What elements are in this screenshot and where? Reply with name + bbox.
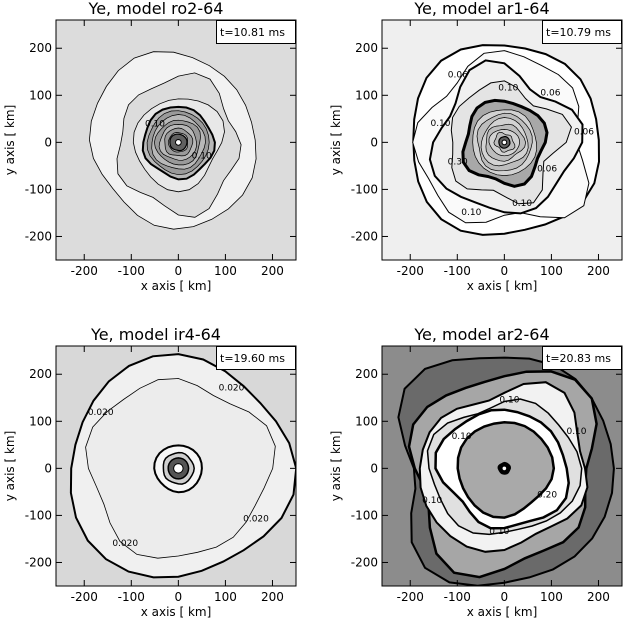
contour-label: 0.20 (537, 491, 557, 501)
contour-field: 0.20 0.10 0.10 0.10 0.10 0.10 (382, 346, 622, 586)
x-tick-label: -100 (444, 590, 471, 604)
x-tick-label: 200 (261, 264, 284, 278)
y-tick-label: -200 (351, 555, 378, 569)
x-tick-label: 100 (540, 590, 563, 604)
time-label: t=10.79 ms (542, 20, 622, 44)
chart-title: Ye, model ar2-64 (414, 325, 550, 344)
y-tick-label: 100 (29, 88, 52, 102)
y-tick-label: -100 (25, 508, 52, 522)
x-tick-label: 200 (261, 590, 284, 604)
contour-label: 0.020 (112, 539, 138, 549)
x-tick-label: 200 (587, 590, 610, 604)
x-tick-label: -200 (397, 264, 424, 278)
time-label: t=10.81 ms (216, 20, 296, 44)
x-tick-label: 0 (501, 590, 509, 604)
chart-panel-4: Ye, model ar2-64 0.20 0.10 0.10 0.10 0.10 0.10… (326, 326, 625, 638)
y-tick-label: -200 (25, 229, 52, 243)
contour-label: 0.10 (461, 208, 481, 218)
y-tick-label: 0 (44, 135, 52, 149)
contour-label: 0.06 (540, 88, 560, 98)
x-tick-label: -200 (71, 264, 98, 278)
x-tick-label: -100 (118, 590, 145, 604)
y-tick-label: -100 (25, 182, 52, 196)
y-tick-label: 0 (44, 461, 52, 475)
y-tick-label: 100 (29, 414, 52, 428)
y-axis-label: y axis [ km] (329, 431, 343, 502)
contour-label: 0.10 (566, 427, 586, 437)
contour-field: 0.10 0.10 (56, 20, 296, 260)
contour-label: 0.10 (430, 119, 450, 129)
x-tick-label: 100 (214, 590, 237, 604)
chart-panel-2: Ye, model ar1-64 0.06 0.10 0.10 0.30 0.10 0.06… (326, 0, 625, 312)
y-tick-label: -100 (351, 182, 378, 196)
chart-panel-1: Ye, model ro2-64 0.10 0.10 -200 -100 0 100 200 -… (0, 0, 312, 312)
x-axis-label: x axis [ km] (467, 279, 538, 293)
y-tick-label: 0 (370, 135, 378, 149)
plot-frame (55, 19, 297, 261)
contour-label: 0.10 (422, 496, 442, 506)
chart-svg: 0.06 0.10 0.10 0.30 0.10 0.06 0.10 0.06 0.06 -200… (329, 19, 623, 293)
y-tick-label: 200 (29, 367, 52, 381)
contour-label: 0.10 (512, 199, 532, 209)
x-tick-label: 0 (175, 590, 183, 604)
contour-label: 0.020 (243, 515, 269, 525)
contour-label: 0.10 (489, 527, 509, 537)
chart-svg: 0.020 0.020 0.020 0.020 -200 -100 0 100 200 -200 -… (3, 345, 297, 619)
y-tick-label: 200 (355, 41, 378, 55)
contour-label: 0.020 (219, 384, 245, 394)
contour-center-dot (501, 139, 508, 146)
contour-field: 0.06 0.10 0.10 0.30 0.10 0.06 0.10 0.06 0.06 (382, 20, 622, 260)
contour-label: 0.30 (448, 158, 468, 168)
contour-center-dot (501, 465, 508, 472)
x-tick-label: 100 (214, 264, 237, 278)
y-tick-label: 0 (370, 461, 378, 475)
y-axis-label: y axis [ km] (3, 105, 17, 176)
y-axis-label: y axis [ km] (329, 105, 343, 176)
chart-title: Ye, model ir4-64 (91, 325, 221, 344)
x-tick-label: 100 (540, 264, 563, 278)
contour-label: 0.06 (574, 128, 594, 138)
y-tick-label: 200 (355, 367, 378, 381)
x-tick-label: 0 (501, 264, 509, 278)
contour-label: 0.06 (537, 165, 557, 175)
x-tick-label: -100 (444, 264, 471, 278)
contour-center-dot (173, 463, 184, 474)
chart-svg: 0.20 0.10 0.10 0.10 0.10 0.10 -200 -100 0 100 200 -… (329, 345, 623, 619)
contour-label: 0.020 (88, 408, 114, 418)
y-tick-label: -200 (25, 555, 52, 569)
x-tick-label: -100 (118, 264, 145, 278)
contour-label: 0.10 (499, 396, 519, 406)
time-label: t=19.60 ms (216, 346, 296, 370)
x-tick-label: 200 (587, 264, 610, 278)
contour-label: 0.10 (192, 151, 212, 161)
x-tick-label: -200 (71, 590, 98, 604)
y-axis-label: y axis [ km] (3, 431, 17, 502)
chart-title: Ye, model ar1-64 (414, 0, 550, 18)
contour-label: 0.10 (498, 84, 518, 94)
contour-center-dot (174, 138, 182, 146)
y-tick-label: 200 (29, 41, 52, 55)
y-tick-label: -200 (351, 229, 378, 243)
y-tick-label: -100 (351, 508, 378, 522)
plot-frame (55, 345, 297, 587)
y-tick-label: 100 (355, 414, 378, 428)
chart-panel-3: Ye, model ir4-64 0.020 0.020 0.020 0.020 -200… (0, 326, 312, 638)
contour-field: 0.020 0.020 0.020 0.020 (56, 346, 296, 586)
x-axis-label: x axis [ km] (141, 605, 212, 619)
plot-frame (381, 19, 623, 261)
x-tick-label: 0 (175, 264, 183, 278)
contour-label: 0.10 (145, 119, 165, 129)
x-axis-label: x axis [ km] (467, 605, 538, 619)
y-tick-label: 100 (355, 88, 378, 102)
chart-title: Ye, model ro2-64 (88, 0, 224, 18)
contour-label: 0.10 (452, 432, 472, 442)
time-label: t=20.83 ms (542, 346, 622, 370)
x-axis-label: x axis [ km] (141, 279, 212, 293)
contour-label: 0.06 (448, 70, 468, 80)
x-tick-label: -200 (397, 590, 424, 604)
plot-frame (381, 345, 623, 587)
chart-svg: 0.10 0.10 -200 -100 0 100 200 -200 -100 0 100 200 x … (3, 19, 297, 293)
